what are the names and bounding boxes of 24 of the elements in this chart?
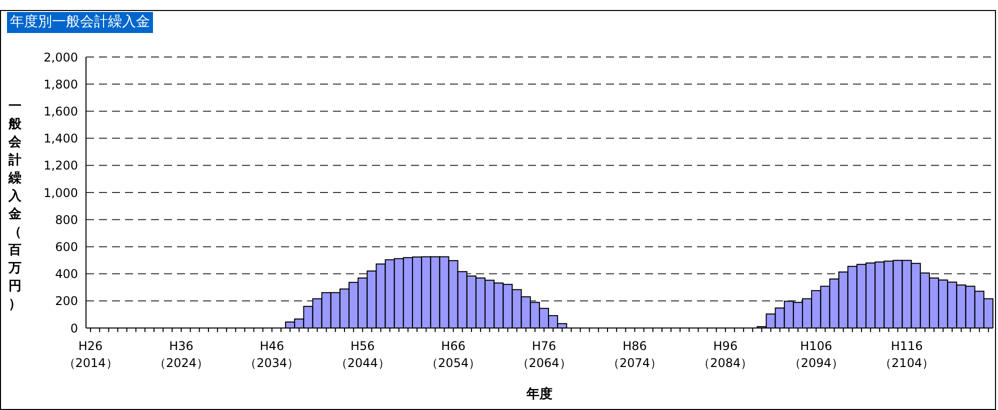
y-tick-label: 200 (55, 294, 78, 308)
y-tick-label: 1,000 (44, 186, 78, 200)
x-tick-label: H56 （2044） (335, 339, 390, 370)
text: 一般会計繰入金（百万円） (8, 99, 22, 312)
x-tick-label: H116 （2104） (880, 339, 934, 370)
y-tick-label: 0 (70, 321, 78, 336)
y-tick-label: 400 (55, 267, 78, 282)
x-tick-label: H26 （2014） (63, 339, 118, 370)
y-tick-label: 1,800 (44, 77, 78, 92)
x-tick-label: H46 （2034） (244, 339, 300, 370)
x-tick-label: H36 （2024） (154, 339, 209, 370)
chart-title: 年度別一般会計繰入金 (7, 12, 153, 33)
x-tick-label: H86 （2074） (607, 339, 662, 370)
y-tick-label: 600 (55, 240, 78, 254)
y-tick-label: 2,000 (44, 50, 78, 64)
y-tick-label: 1,600 (44, 104, 78, 118)
x-tick-label: H76 （2064） (516, 339, 572, 370)
y-tick-label: 800 (55, 212, 78, 227)
y-tick-label: 1,200 (44, 158, 78, 173)
x-tick-label: H66 （2054） (426, 339, 481, 370)
x-tick-label: H106 （2094） (788, 339, 844, 370)
y-tick-label: 1,400 (44, 132, 78, 146)
x-tick-label: H96 （2084） (698, 339, 753, 370)
x-axis-title: 年度 (525, 386, 554, 403)
